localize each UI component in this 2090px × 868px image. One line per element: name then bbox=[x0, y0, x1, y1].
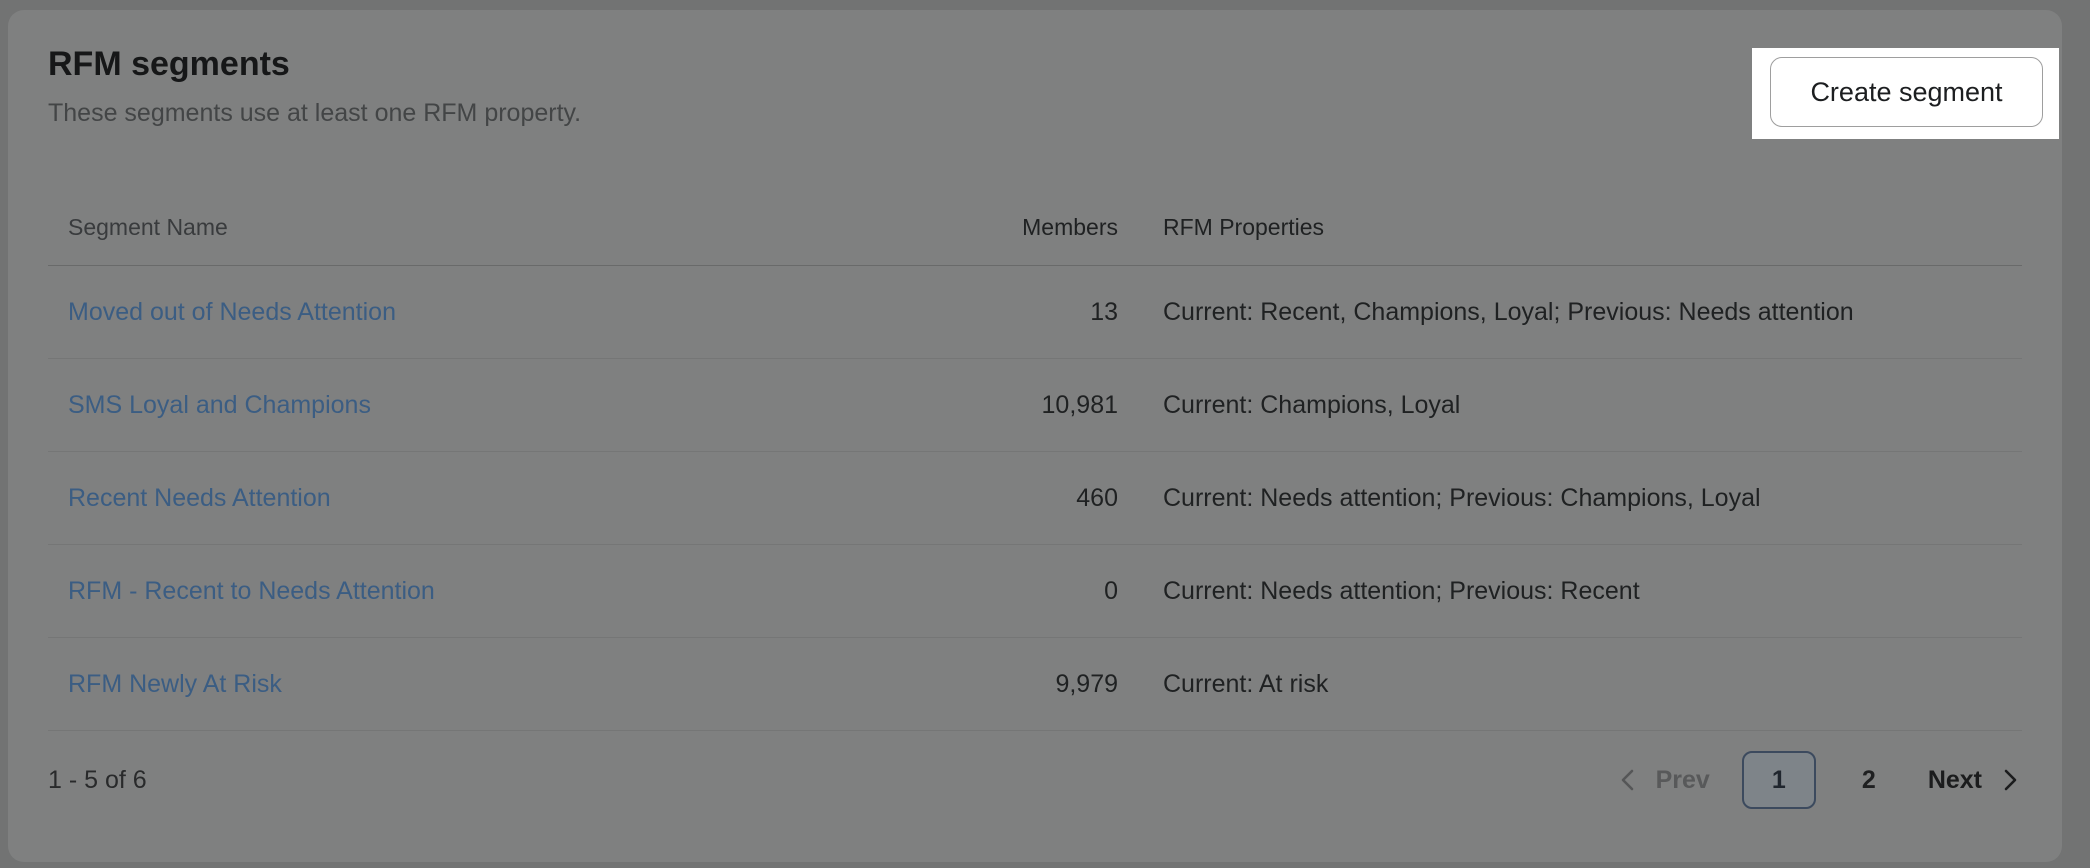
page-subtitle: These segments use at least one RFM prop… bbox=[48, 99, 582, 127]
table-row: Recent Needs Attention 460 Current: Need… bbox=[48, 452, 2022, 545]
segment-link[interactable]: Recent Needs Attention bbox=[68, 483, 331, 512]
column-header-members: Members bbox=[1022, 214, 1118, 240]
next-label: Next bbox=[1927, 765, 1982, 794]
table-row: RFM Newly At Risk 9,979 Current: At risk bbox=[48, 638, 2022, 731]
table-row: RFM - Recent to Needs Attention 0 Curren… bbox=[48, 545, 2022, 638]
chevron-left-icon bbox=[1621, 769, 1633, 791]
table-footer: 1 - 5 of 6 Prev 1 2 Next bbox=[48, 731, 2022, 829]
rfm-properties-value: Current: Needs attention; Previous: Cham… bbox=[1163, 483, 1761, 512]
pagination-range: 1 - 5 of 6 bbox=[48, 765, 147, 794]
members-value: 10,981 bbox=[1041, 390, 1118, 419]
segment-link[interactable]: RFM - Recent to Needs Attention bbox=[68, 576, 435, 605]
rfm-properties-value: Current: Recent, Champions, Loyal; Previ… bbox=[1163, 297, 1854, 326]
rfm-properties-value: Current: At risk bbox=[1163, 669, 1329, 698]
members-value: 460 bbox=[1076, 483, 1118, 512]
members-value: 0 bbox=[1104, 576, 1118, 605]
table-header-row: Segment Name Members RFM Properties bbox=[48, 190, 2022, 266]
pagination-controls: Prev 1 2 Next bbox=[1616, 751, 2022, 809]
page-2-button[interactable]: 2 bbox=[1861, 765, 1876, 794]
chevron-right-icon bbox=[2004, 769, 2017, 791]
column-header-segment-name: Segment Name bbox=[68, 214, 228, 240]
column-header-rfm-properties: RFM Properties bbox=[1163, 214, 1325, 240]
segment-link[interactable]: RFM Newly At Risk bbox=[68, 669, 282, 698]
tour-spotlight: Create segment bbox=[1752, 48, 2059, 139]
next-button[interactable]: Next bbox=[1928, 766, 2022, 795]
segment-link[interactable]: Moved out of Needs Attention bbox=[68, 297, 396, 326]
table-row: SMS Loyal and Champions 10,981 Current: … bbox=[48, 359, 2022, 452]
create-segment-button[interactable]: Create segment bbox=[1770, 57, 2043, 127]
prev-label: Prev bbox=[1655, 765, 1710, 794]
members-value: 13 bbox=[1090, 297, 1118, 326]
prev-button[interactable]: Prev bbox=[1616, 766, 1710, 795]
table-row: Moved out of Needs Attention 13 Current:… bbox=[48, 266, 2022, 359]
rfm-properties-value: Current: Needs attention; Previous: Rece… bbox=[1163, 576, 1640, 605]
rfm-properties-value: Current: Champions, Loyal bbox=[1163, 390, 1461, 419]
segments-table: Segment Name Members RFM Properties Move… bbox=[48, 190, 2022, 829]
page-1-button[interactable]: 1 bbox=[1741, 751, 1816, 809]
rfm-segments-panel: RFM segments These segments use at least… bbox=[8, 10, 2062, 862]
segment-link[interactable]: SMS Loyal and Champions bbox=[68, 390, 371, 419]
members-value: 9,979 bbox=[1055, 669, 1118, 698]
page-title: RFM segments bbox=[48, 45, 290, 83]
